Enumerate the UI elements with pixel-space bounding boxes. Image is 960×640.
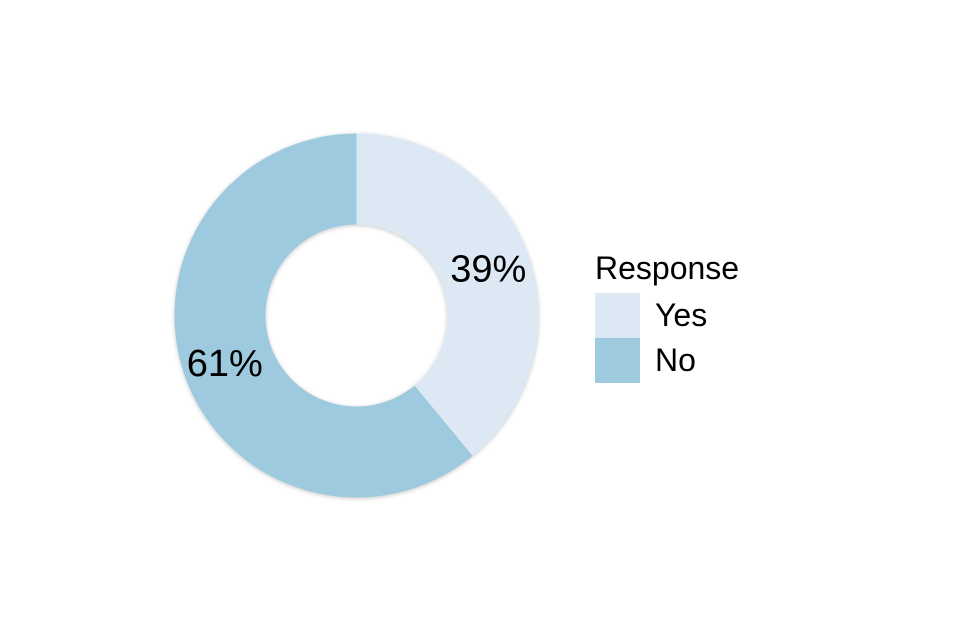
legend-item-no: No (595, 338, 739, 383)
legend-label-no: No (655, 342, 696, 378)
legend-title: Response (595, 250, 740, 286)
donut-slices (174, 133, 539, 498)
slice-label-no: 61% (187, 343, 263, 385)
legend-swatch-yes (595, 293, 640, 338)
slice-label-yes: 39% (450, 248, 526, 290)
pie-slice-yes (356, 133, 539, 456)
slice-labels: 39% 61% (187, 248, 527, 385)
legend: Response Yes No (595, 250, 739, 383)
legend-item-yes: Yes (595, 293, 739, 338)
legend-label-yes: Yes (655, 297, 708, 333)
legend-items: Yes No (595, 293, 739, 383)
legend-swatch-no (595, 338, 640, 383)
pie-slice-no (174, 133, 473, 498)
